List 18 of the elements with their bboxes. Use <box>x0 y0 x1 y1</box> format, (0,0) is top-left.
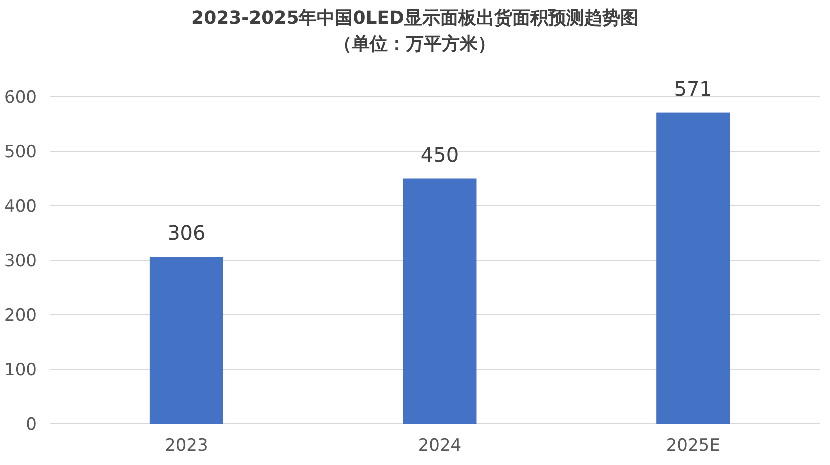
y-tick-label: 200 <box>4 306 37 326</box>
x-tick-label: 2023 <box>165 436 208 456</box>
y-tick-label: 600 <box>4 88 37 108</box>
x-tick-label: 2024 <box>418 436 462 456</box>
data-label: 306 <box>168 221 206 246</box>
y-tick-label: 100 <box>4 360 37 380</box>
y-tick-label: 0 <box>26 414 37 435</box>
bar <box>656 112 730 424</box>
data-label: 450 <box>420 142 460 167</box>
chart-subtitle: （单位：万平方米） <box>334 34 496 55</box>
bar <box>150 257 224 424</box>
chart-title: 2023-2025年中国0LED显示面板出货面积预测趋势图 <box>192 8 638 29</box>
data-label: 571 <box>674 76 712 101</box>
y-tick-label: 400 <box>4 196 37 217</box>
y-tick-label: 300 <box>4 251 37 272</box>
y-tick-label: 500 <box>4 142 37 162</box>
bar <box>403 178 477 424</box>
x-tick-label: 2025E <box>666 436 720 456</box>
